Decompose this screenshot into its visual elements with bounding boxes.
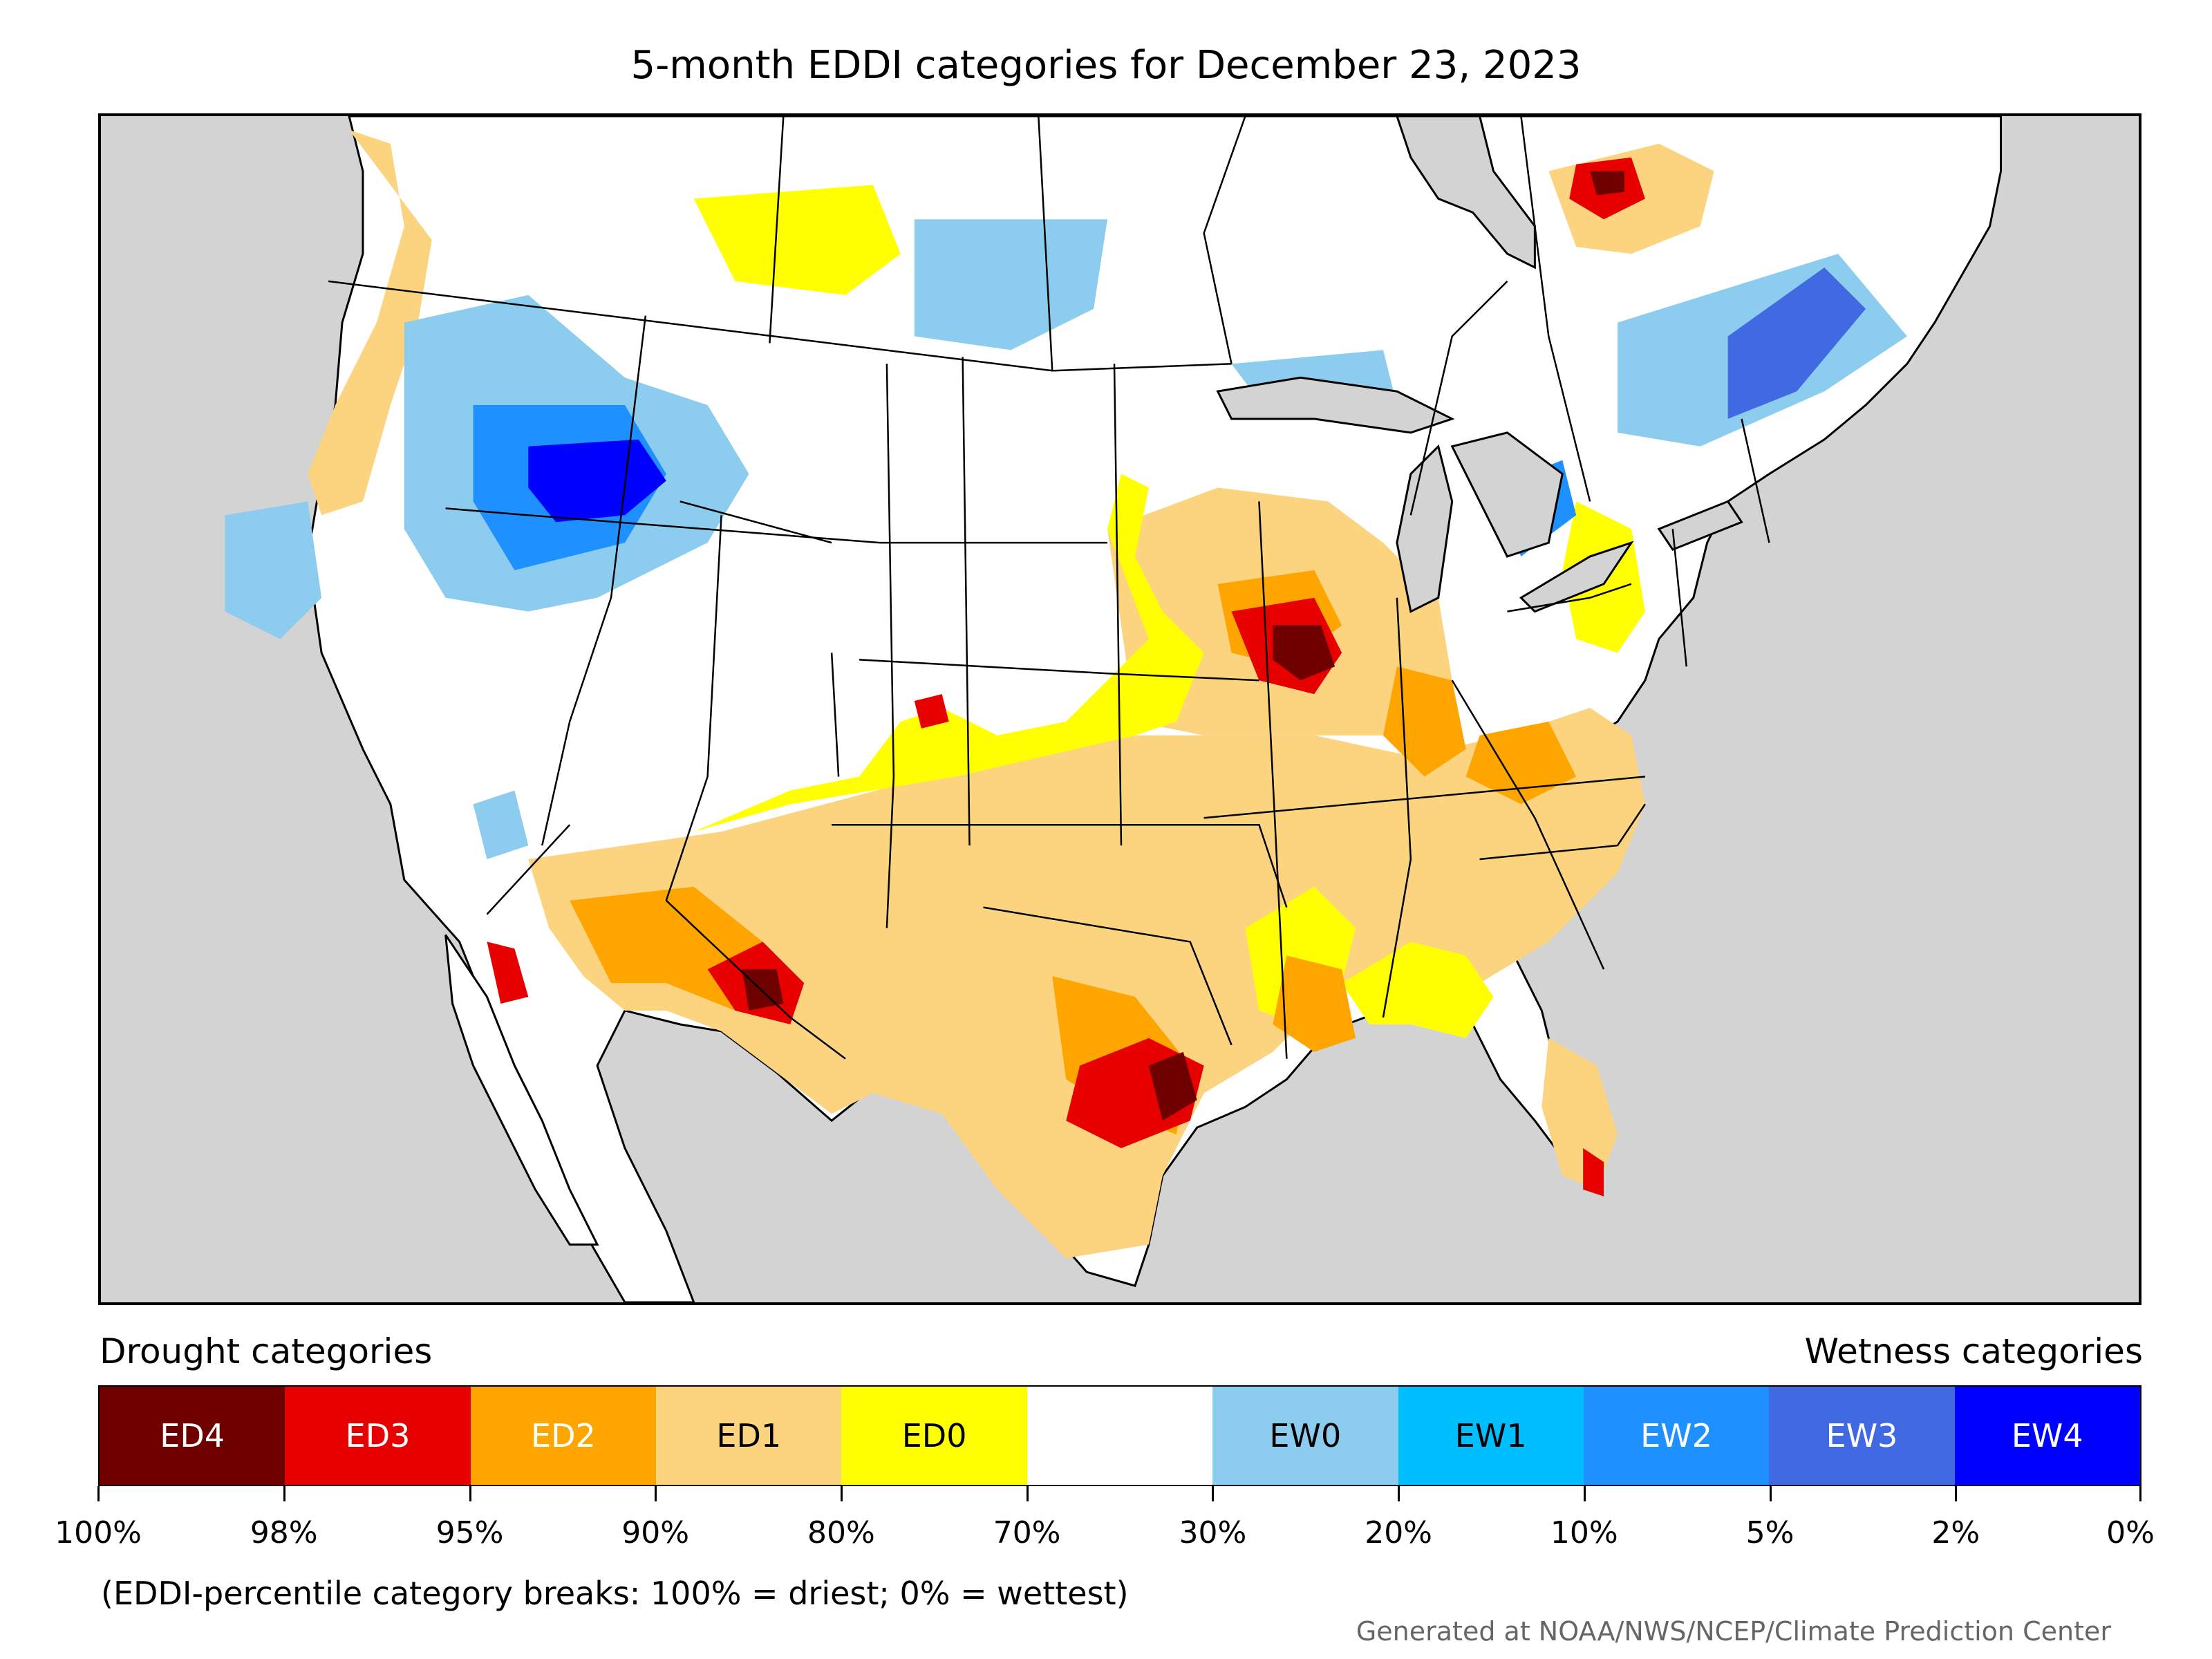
tick-mark <box>840 1486 843 1501</box>
colorbar-cell-ew0: EW0 <box>1212 1387 1398 1485</box>
border-lines <box>328 116 1770 1060</box>
colorbar-ticks: 100% 98% 95% 90% 80% 70% 30% 20% 10% 5% … <box>55 1486 2155 1550</box>
tick-mark <box>97 1486 100 1501</box>
tick-label: 90% <box>621 1515 690 1550</box>
colorbar-cell-ew2: EW2 <box>1583 1387 1770 1485</box>
map-title: 5-month EDDI categories for December 23,… <box>630 43 1582 88</box>
eddi-map <box>98 113 2141 1305</box>
tick-label: 0% <box>2106 1515 2155 1550</box>
tick-label: 98% <box>250 1515 318 1550</box>
tick-label: 30% <box>1179 1515 1247 1550</box>
tick-mark <box>283 1486 285 1501</box>
tick-label: 10% <box>1550 1515 1618 1550</box>
tick-label: 20% <box>1365 1515 1432 1550</box>
tick-mark <box>1955 1486 1958 1501</box>
tick-mark <box>1769 1486 1772 1501</box>
tick-mark <box>469 1486 471 1501</box>
colorbar-cell-ed3: ED3 <box>285 1387 471 1485</box>
tick-mark <box>1583 1486 1586 1501</box>
wetness-categories-label: Wetness categories <box>1804 1331 2143 1371</box>
baja-peninsula <box>444 934 599 1246</box>
colorbar-cell-neutral <box>1027 1387 1213 1485</box>
tick-label: 80% <box>807 1515 875 1550</box>
credit-line: Generated at NOAA/NWS/NCEP/Climate Predi… <box>1356 1616 2111 1647</box>
colorbar-cell-ed1: ED1 <box>656 1387 842 1485</box>
colorbar-cell-ed2: ED2 <box>470 1387 657 1485</box>
tick-mark <box>1212 1486 1215 1501</box>
tick-mark <box>1026 1486 1029 1501</box>
great-lakes <box>1216 376 1743 613</box>
tick-mark <box>1398 1486 1400 1501</box>
colorbar-cell-ed4: ED4 <box>100 1387 285 1485</box>
hudson-bay <box>1396 116 1536 270</box>
colorbar-cell-ed0: ED0 <box>841 1387 1027 1485</box>
colorbar-cell-ew4: EW4 <box>1954 1387 2140 1485</box>
drought-categories-label: Drought categories <box>100 1331 433 1371</box>
tick-label: 5% <box>1745 1515 1794 1550</box>
tick-mark <box>655 1486 657 1501</box>
tick-label: 2% <box>1931 1515 1980 1550</box>
category-patches <box>225 129 1907 1259</box>
tick-label: 70% <box>993 1515 1061 1550</box>
colorbar-cell-ew3: EW3 <box>1769 1387 1955 1485</box>
category-breaks-note: (EDDI-percentile category breaks: 100% =… <box>101 1575 1129 1612</box>
category-colorbar: ED4 ED3 ED2 ED1 ED0 EW0 EW1 EW2 EW3 EW4 <box>98 1385 2141 1486</box>
tick-label: 100% <box>55 1515 142 1550</box>
map-canvas <box>225 116 2003 1302</box>
tick-label: 95% <box>435 1515 504 1550</box>
colorbar-cell-ew1: EW1 <box>1398 1387 1584 1485</box>
tick-mark <box>2139 1486 2141 1501</box>
